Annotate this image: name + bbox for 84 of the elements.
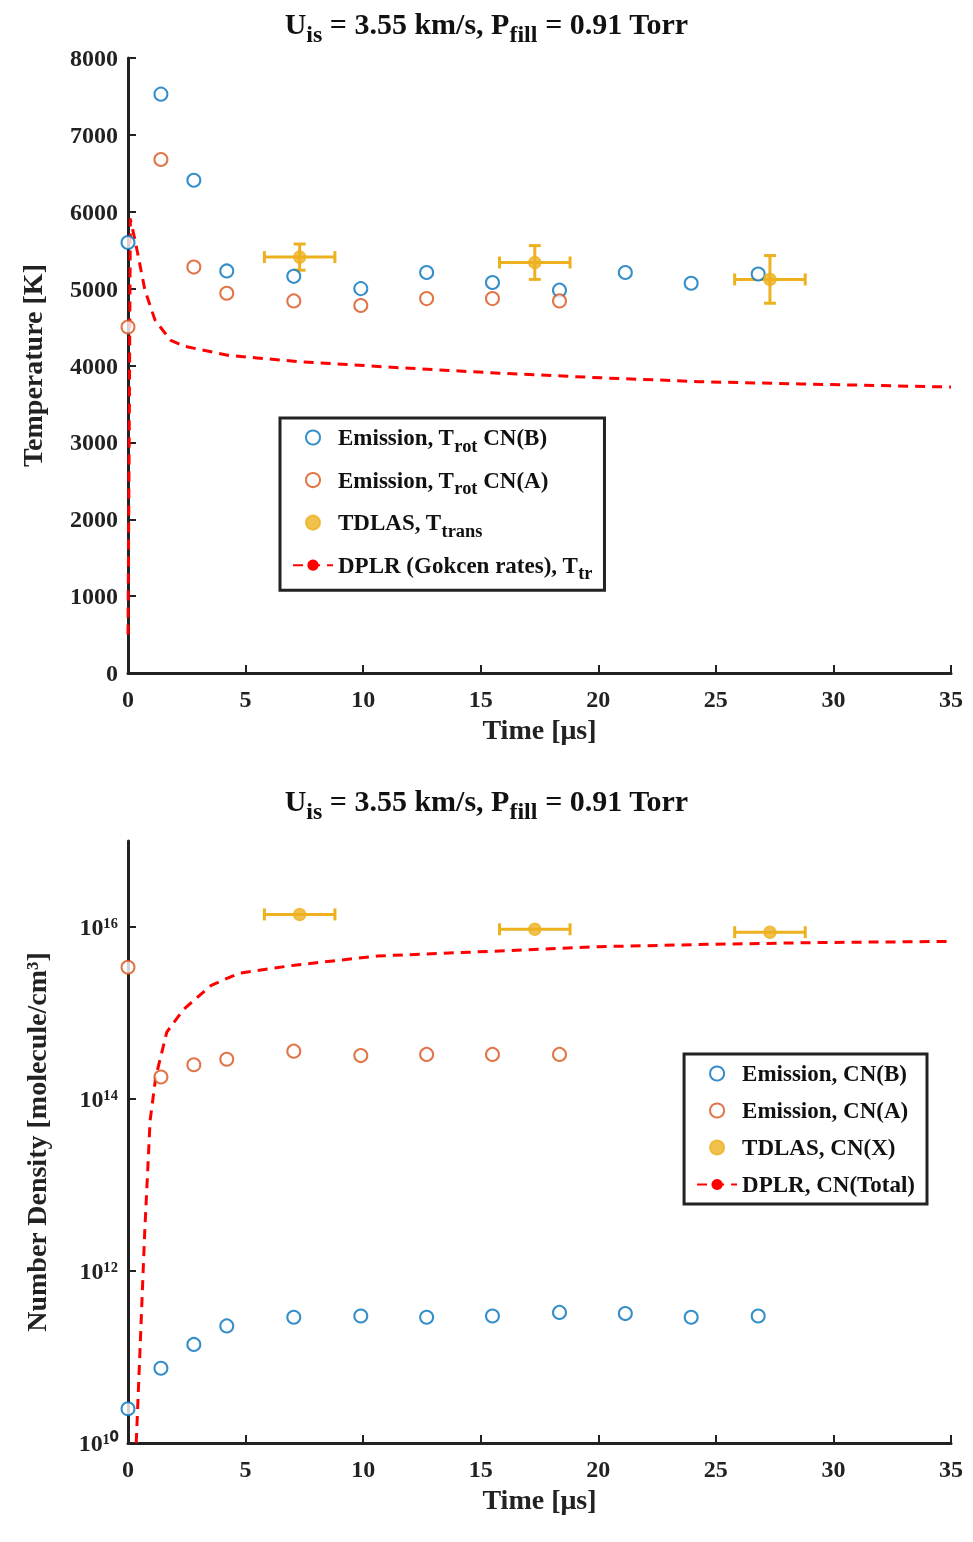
- point: [484, 274, 500, 290]
- x-tick-label: 5: [239, 1456, 252, 1482]
- point: [617, 1306, 633, 1322]
- y-tick-label: 5000: [70, 275, 118, 302]
- point: [617, 264, 633, 280]
- point: [219, 1051, 235, 1067]
- point: [419, 1046, 435, 1062]
- point: [683, 275, 699, 291]
- x-axis-title: Time [μs]: [482, 1484, 597, 1516]
- x-tick-label: 30: [821, 1456, 846, 1482]
- point: [186, 1336, 202, 1352]
- legend-label: DPLR, CN(Total): [742, 1172, 916, 1197]
- y-tick-label: 1000: [70, 583, 118, 610]
- x-tick-label: 0: [122, 686, 134, 712]
- x-tick-label: 15: [468, 686, 493, 712]
- x-tick-label: 20: [586, 686, 611, 712]
- point: [528, 255, 542, 270]
- y-tick-label: 4000: [70, 352, 118, 379]
- point: [484, 1308, 500, 1324]
- x-tick-label: 30: [821, 686, 846, 712]
- point: [552, 1046, 567, 1062]
- x-tick-label: 10: [351, 1456, 376, 1482]
- point: [750, 266, 766, 282]
- point: [286, 293, 302, 309]
- point: [120, 1401, 136, 1417]
- x-tick-label: 5: [239, 686, 252, 712]
- x-tick-label: 15: [468, 1456, 493, 1482]
- x-tick-label: 0: [122, 1456, 134, 1482]
- point: [153, 1069, 169, 1085]
- legend-label: Emission, CN(A): [742, 1098, 909, 1123]
- x-tick-label: 35: [939, 1456, 963, 1482]
- legend-label: TDLAS, CN(X): [742, 1135, 896, 1160]
- point: [286, 1043, 302, 1059]
- point: [219, 285, 235, 301]
- point: [419, 1309, 435, 1325]
- y-tick-label: 10¹⁶: [79, 914, 118, 940]
- point: [419, 291, 435, 307]
- point: [292, 907, 307, 922]
- point: [353, 298, 369, 314]
- point: [120, 959, 136, 975]
- point: [750, 1308, 766, 1324]
- point: [186, 172, 202, 188]
- x-tick-label: 20: [586, 1456, 611, 1482]
- point: [286, 1309, 302, 1325]
- x-tick-label: 10: [351, 686, 376, 712]
- point: [353, 281, 369, 297]
- x-tick-label: 35: [939, 686, 963, 712]
- point: [683, 1309, 699, 1325]
- point: [219, 263, 235, 279]
- y-tick-label: 3000: [70, 429, 118, 456]
- point: [419, 264, 435, 280]
- point: [153, 151, 169, 167]
- y-tick-label: 0: [106, 660, 118, 686]
- point: [484, 291, 500, 307]
- x-tick-label: 25: [703, 1456, 728, 1482]
- point: [763, 272, 777, 287]
- point: [763, 925, 777, 939]
- y-tick-label: 2000: [70, 506, 118, 533]
- point: [528, 922, 542, 937]
- point: [353, 1308, 369, 1324]
- point: [552, 1304, 567, 1320]
- y-tick-label: 6000: [70, 198, 118, 225]
- point: [120, 319, 136, 335]
- point: [186, 1057, 202, 1073]
- point: [120, 235, 136, 250]
- y-tick-label: 10¹⁰: [78, 1430, 119, 1456]
- point: [219, 1318, 235, 1334]
- x-axis-title: Time [μs]: [482, 714, 597, 746]
- point: [153, 86, 169, 102]
- y-axis-title: Number Density [molecule/cm³]: [20, 952, 52, 1332]
- y-tick-label: 8000: [70, 45, 118, 71]
- point: [353, 1048, 369, 1064]
- point: [292, 250, 307, 264]
- legend-label: Emission, CN(B): [742, 1061, 907, 1086]
- point: [153, 1360, 169, 1376]
- x-tick-label: 25: [703, 686, 728, 712]
- y-tick-label: 10¹²: [79, 1258, 118, 1284]
- y-axis-title: Temperature [K]: [16, 264, 48, 467]
- y-tick-label: 7000: [70, 121, 118, 148]
- y-tick-label: 10¹⁴: [79, 1086, 118, 1112]
- point: [484, 1046, 500, 1062]
- point: [286, 268, 302, 284]
- point: [552, 293, 567, 309]
- point: [186, 259, 202, 275]
